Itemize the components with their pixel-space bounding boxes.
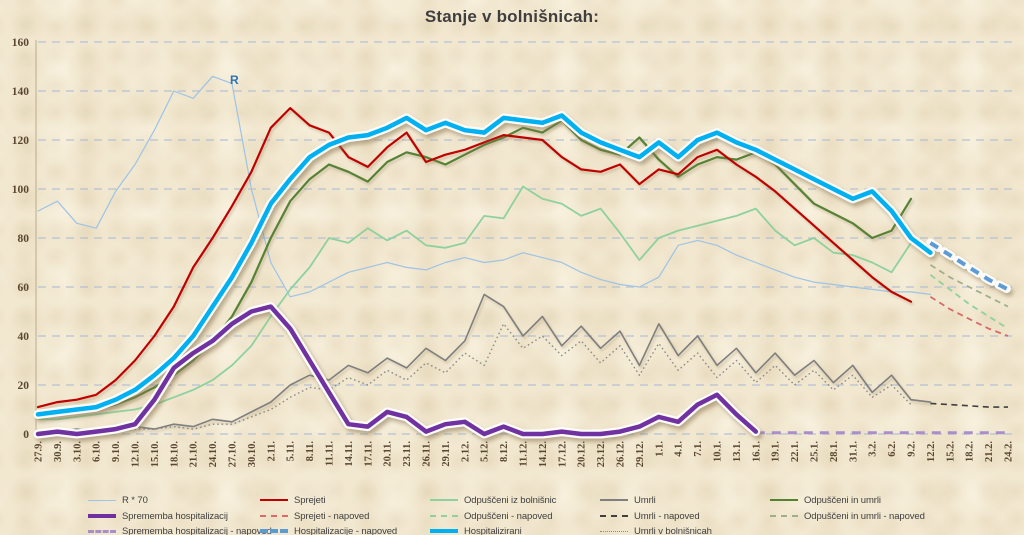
x-tick-label: 30.9. [53,441,64,462]
r-annotation: R [230,73,239,87]
series-r70 [37,75,931,298]
x-tick-label: 3.10. [72,441,83,462]
x-tick-label: 2.12. [460,441,471,462]
y-tick-label: 160 [12,37,30,49]
series-sprememba [33,302,761,439]
series-umrli_v_boln [38,323,912,435]
x-tick-label: 27.10. [228,441,239,468]
x-tick-label: 6.10. [92,441,103,462]
series-umrli [37,293,932,433]
x-tick-label: 29.12. [635,441,646,468]
x-tick-label: 10.1. [713,441,724,462]
x-tick-label: 12.2. [926,441,937,462]
x-tick-label: 5.12. [480,441,491,462]
x-tick-label: 24.10. [208,441,219,468]
y-tick-label: 60 [18,282,30,294]
x-tick-label: 15.2. [945,441,956,462]
x-tick-label: 26.12. [616,441,627,468]
x-tick-label: 22.1. [790,441,801,462]
x-tick-label: 15.10. [150,441,161,468]
x-tick-label: 16.1. [751,441,762,462]
x-tick-label: 23.12. [596,441,607,468]
x-tick-label: 21.10. [189,441,200,468]
x-tick-label: 13.1. [732,441,743,462]
x-tick-label: 28.1. [829,441,840,462]
x-tick-label: 29.11. [441,441,452,467]
x-tick-label: 5.11. [286,441,297,462]
x-tick-label: 24.2. [1004,441,1015,462]
series-oiu_napoved [929,264,1009,308]
y-tick-label: 40 [18,331,30,343]
x-tick-label: 11.11. [325,441,336,466]
x-tick-label: 31.1. [848,441,859,462]
x-tick-label: 2.11. [266,441,277,462]
x-tick-label: 18.2. [965,441,976,462]
series-odpusceni [37,185,912,421]
x-tick-label: 14.11. [344,441,355,467]
x-tick-label: 14.12. [538,441,549,468]
x-tick-label: 8.11. [305,441,316,462]
series-sprejeti_napoved [929,296,1009,337]
y-tick-label: 20 [18,380,30,392]
y-tick-label: 100 [12,184,30,196]
x-tick-label: 19.1. [771,441,782,462]
series-hospitalizirani [33,111,935,419]
x-tick-label: 1.1. [654,441,665,457]
series-hosp_napoved [926,238,1013,294]
series-umrli_napoved [930,402,1008,408]
y-tick-label: 0 [23,429,29,441]
x-tick-label: 23.11. [402,441,413,467]
x-tick-label: 20.11. [383,441,394,467]
x-tick-label: 3.2. [868,441,879,457]
y-tick-label: 140 [12,86,30,98]
x-tick-label: 9.2. [907,441,918,457]
x-tick-label: 9.10. [111,441,122,462]
x-tick-label: 12.10. [131,441,142,468]
x-tick-label: 26.11. [422,441,433,467]
x-tick-label: 18.10. [169,441,180,468]
series-sprejeti [36,107,913,409]
x-tick-label: 17.12. [557,441,568,468]
x-tick-label: 20.12. [577,441,588,468]
x-tick-label: 11.12. [519,441,530,467]
x-tick-label: 25.1. [810,441,821,462]
x-tick-label: 6.2. [887,441,898,457]
x-tick-label: 27.9. [34,441,45,462]
x-tick-label: 7.1. [693,441,704,457]
chart-title: Stanje v bolnišnicah: [424,7,600,26]
x-tick-label: 8.12. [499,441,510,462]
x-tick-label: 17.11. [363,441,374,467]
y-tick-label: 120 [12,135,30,147]
x-tick-label: 4.1. [674,441,685,457]
series-odpusceni_napoved [929,274,1009,330]
x-tick-label: 21.2. [984,441,995,462]
x-tick-label: 30.10. [247,441,258,468]
y-tick-label: 80 [18,233,30,245]
